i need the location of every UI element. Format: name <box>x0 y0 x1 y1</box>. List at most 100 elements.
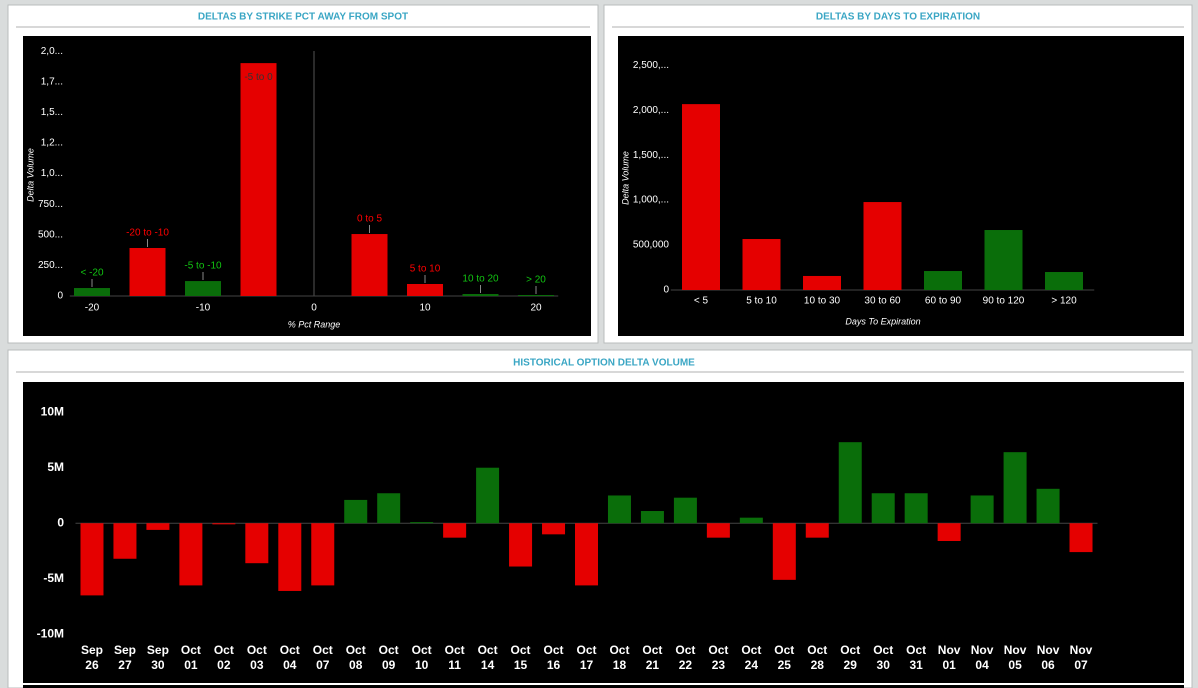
y-tick-label: 1,000,... <box>633 195 669 206</box>
x-tick-line: 26 <box>85 658 99 672</box>
bar <box>640 511 664 524</box>
y-tick-label: 1,0... <box>41 168 63 179</box>
bar <box>542 523 566 535</box>
x-tick-label: Oct 03 <box>247 643 267 672</box>
x-tick-label: Oct 28 <box>807 643 827 672</box>
x-tick-line: Nov <box>1037 643 1060 657</box>
y-tick-label: -5M <box>43 571 64 585</box>
x-tick-line: Sep <box>147 643 169 657</box>
y-tick-label: 5M <box>47 460 64 474</box>
x-tick-line: Oct <box>873 643 893 657</box>
x-tick-line: 22 <box>679 658 693 672</box>
bar <box>185 281 221 296</box>
x-tick-label: Oct 30 <box>873 643 893 672</box>
x-tick-label: -10 <box>196 303 211 314</box>
plot-area <box>23 382 1184 688</box>
y-tick-label: 0 <box>57 291 63 302</box>
bar-label: -20 to -10 <box>126 228 169 239</box>
x-tick-line: Oct <box>478 643 498 657</box>
bar <box>1045 272 1083 290</box>
y-tick-label: 0 <box>663 285 669 296</box>
bar <box>984 230 1023 290</box>
x-tick-label: Nov 07 <box>1070 643 1093 672</box>
x-tick-line: 31 <box>909 658 923 672</box>
x-tick-label: Oct 17 <box>576 643 596 672</box>
x-tick-label: Oct 24 <box>741 643 761 672</box>
bar <box>344 499 368 524</box>
x-tick-label: 90 to 120 <box>983 296 1025 307</box>
x-tick-label: Oct 02 <box>214 643 234 672</box>
y-axis-label: Delta Volume <box>25 148 35 202</box>
bar <box>518 295 554 296</box>
bar <box>113 523 137 559</box>
bar <box>706 523 730 538</box>
x-tick-line: Nov <box>1070 643 1093 657</box>
y-tick-label: -10M <box>37 626 64 640</box>
x-tick-label: Oct 23 <box>708 643 728 672</box>
x-tick-label: > 120 <box>1051 296 1077 307</box>
x-tick-label: 10 <box>419 303 431 314</box>
bar-label: 0 to 5 <box>357 214 382 225</box>
bar <box>871 493 895 524</box>
x-tick-line: Oct <box>313 643 333 657</box>
x-tick-line: 03 <box>250 658 264 672</box>
bar <box>1036 488 1060 524</box>
bar <box>803 275 841 290</box>
x-tick-label: Oct 15 <box>511 643 531 672</box>
x-tick-line: 25 <box>778 658 792 672</box>
x-tick-line: 15 <box>514 658 528 672</box>
x-tick-line: 27 <box>118 658 132 672</box>
x-tick-line: Oct <box>214 643 234 657</box>
bar <box>863 202 902 290</box>
x-tick-line: Oct <box>379 643 399 657</box>
x-tick-label: 60 to 90 <box>925 296 962 307</box>
x-tick-line: Oct <box>609 643 629 657</box>
x-tick-line: Oct <box>642 643 662 657</box>
x-tick-line: Oct <box>906 643 926 657</box>
bar <box>838 442 862 524</box>
x-tick-label: Oct 18 <box>609 643 629 672</box>
x-tick-line: Oct <box>675 643 695 657</box>
x-tick-label: Oct 07 <box>313 643 333 672</box>
x-tick-label: 30 to 60 <box>864 296 901 307</box>
bar <box>240 63 277 297</box>
x-tick-line: 14 <box>481 658 495 672</box>
x-tick-label: Sep 27 <box>114 643 136 672</box>
x-tick-line: Oct <box>445 643 465 657</box>
y-tick-label: 500... <box>38 229 63 240</box>
x-tick-label: Oct 04 <box>280 643 300 672</box>
bar <box>74 288 110 296</box>
bar-label: 10 to 20 <box>462 274 499 285</box>
bar <box>1003 452 1027 524</box>
bar <box>805 523 829 538</box>
bar-label: -5 to -10 <box>184 261 222 272</box>
x-tick-line: 30 <box>151 658 165 672</box>
x-tick-line: Oct <box>708 643 728 657</box>
chart-title: HISTORICAL OPTION DELTA VOLUME <box>513 358 695 369</box>
bar <box>462 294 499 296</box>
x-tick-label: Nov 06 <box>1037 643 1060 672</box>
x-tick-line: Oct <box>511 643 531 657</box>
bar <box>311 523 335 586</box>
bar <box>80 523 104 596</box>
bar <box>377 493 401 524</box>
bar <box>129 248 166 296</box>
bar <box>739 517 763 524</box>
x-tick-line: Nov <box>938 643 961 657</box>
bar <box>410 522 434 524</box>
x-tick-label: Sep 26 <box>81 643 103 672</box>
plot-area <box>23 36 591 336</box>
y-tick-label: 750... <box>38 199 63 210</box>
x-tick-label: Oct 14 <box>478 643 498 672</box>
y-tick-label: 500,000 <box>633 240 670 251</box>
x-tick-label: Oct 21 <box>642 643 662 672</box>
chart-title: DELTAS BY DAYS TO EXPIRATION <box>816 12 980 23</box>
x-tick-line: Oct <box>741 643 761 657</box>
x-tick-label: Oct 29 <box>840 643 860 672</box>
y-tick-label: 1,2... <box>41 138 63 149</box>
bar <box>607 495 631 524</box>
x-tick-line: Nov <box>971 643 994 657</box>
x-tick-line: 21 <box>646 658 660 672</box>
bar <box>146 523 170 530</box>
x-tick-line: 01 <box>942 658 956 672</box>
